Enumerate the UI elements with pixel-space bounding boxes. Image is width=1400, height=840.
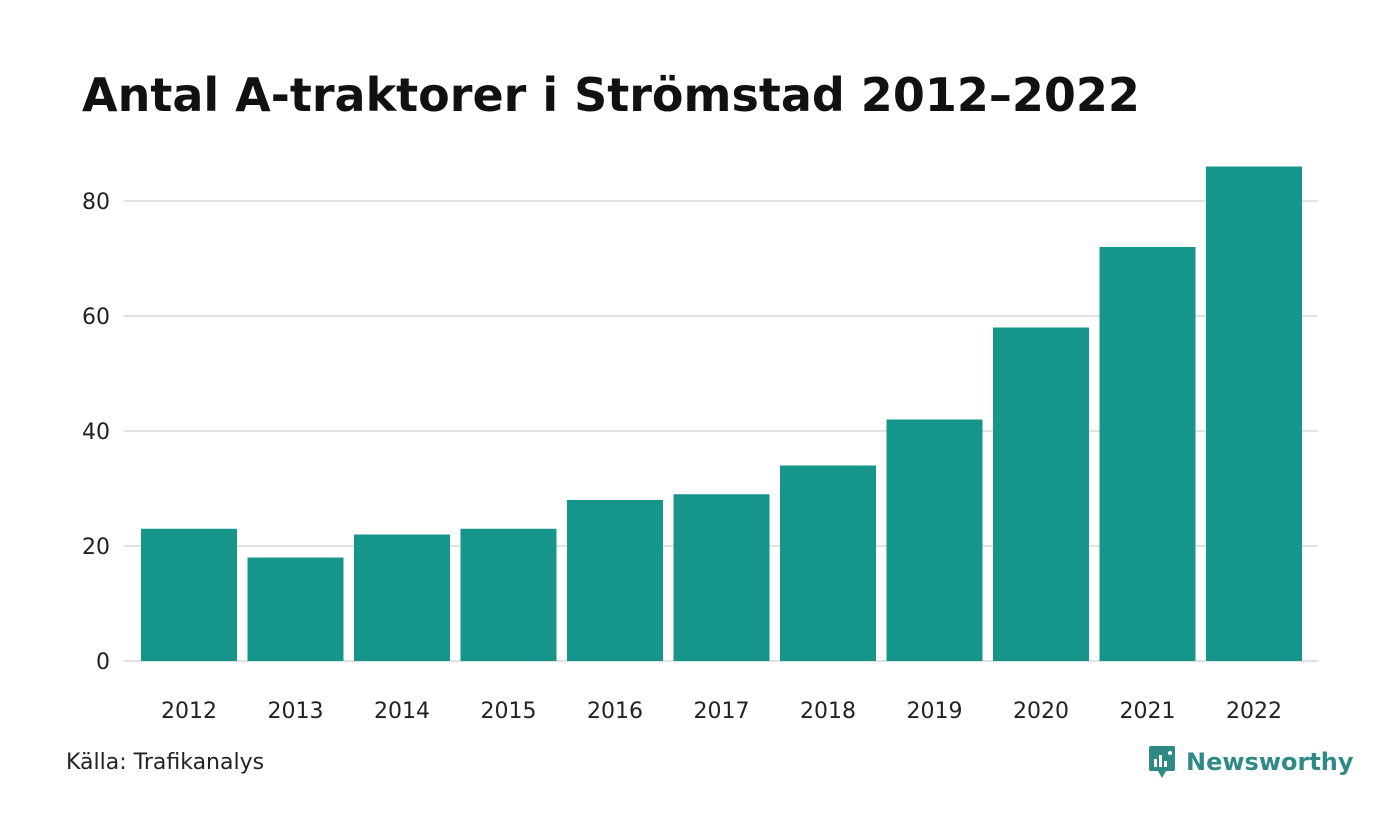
x-tick-label: 2021 <box>1120 699 1176 724</box>
y-tick-label: 60 <box>82 305 110 330</box>
bars <box>141 166 1302 661</box>
chart-title: Antal A-traktorer i Strömstad 2012–2022 <box>82 68 1140 122</box>
x-tick-label: 2020 <box>1013 699 1069 724</box>
x-tick-label: 2012 <box>161 699 217 724</box>
bar-2021 <box>1099 247 1196 661</box>
x-tick-label: 2019 <box>907 699 963 724</box>
y-tick-label: 20 <box>82 535 110 560</box>
brand-logo: Newsworthy <box>1148 744 1354 780</box>
source-note: Källa: Trafikanalys <box>66 750 265 775</box>
bar-2016 <box>567 500 663 661</box>
bar-2014 <box>354 534 450 661</box>
bar-2013 <box>247 557 344 661</box>
bar-2018 <box>780 465 876 661</box>
x-tick-label: 2017 <box>694 699 750 724</box>
y-tick-label: 80 <box>82 190 110 215</box>
y-tick-label: 0 <box>96 650 110 675</box>
bar-2019 <box>886 419 983 661</box>
x-tick-label: 2015 <box>481 699 537 724</box>
newsworthy-logo-icon <box>1149 746 1175 778</box>
bar-2017 <box>673 494 770 661</box>
x-axis-ticks: 2012 2013 2014 2015 2016 2017 2018 2019 2020 2021… <box>161 699 1282 724</box>
brand-name: Newsworthy <box>1186 748 1354 776</box>
y-axis-ticks: 0 20 40 60 80 <box>82 190 110 675</box>
y-tick-label: 40 <box>82 420 110 445</box>
bar-2015 <box>460 528 557 661</box>
bar-2012 <box>141 528 237 661</box>
bar-2020 <box>993 327 1089 661</box>
x-tick-label: 2018 <box>800 699 856 724</box>
x-tick-label: 2016 <box>587 699 643 724</box>
x-tick-label: 2014 <box>374 699 430 724</box>
bar-2022 <box>1206 166 1302 661</box>
x-tick-label: 2013 <box>268 699 324 724</box>
x-tick-label: 2022 <box>1226 699 1282 724</box>
